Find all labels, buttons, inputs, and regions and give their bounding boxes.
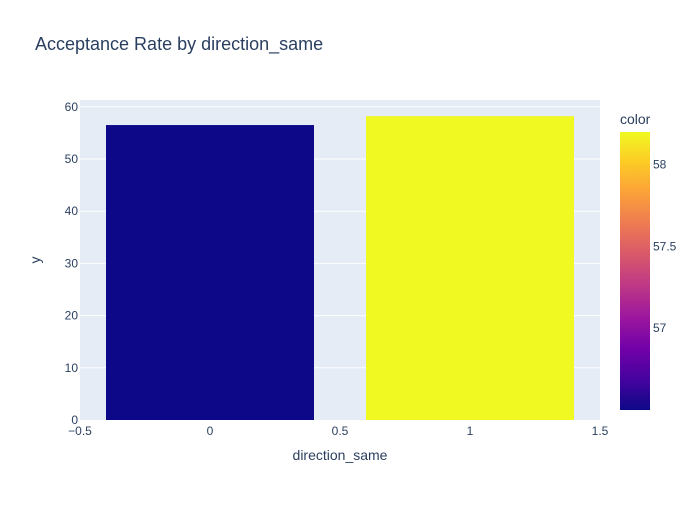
colorbar-tick-label-0: 57 [653, 321, 667, 335]
y-tick-label-5: 50 [65, 152, 79, 166]
colorbar-gradient [620, 132, 650, 410]
x-tick-label-4: 1.5 [592, 424, 609, 438]
y-tick-label-0: 0 [71, 413, 78, 427]
colorbar-tick-label-1: 57.5 [653, 239, 677, 253]
colorbar-tick-label-2: 58 [653, 158, 667, 172]
colorbar-title: color [620, 111, 651, 127]
colorbar: color 57 57.5 58 [620, 111, 677, 410]
x-tick-label-2: 0.5 [332, 424, 349, 438]
y-tick-label-2: 20 [65, 309, 79, 323]
bar-1 [366, 116, 574, 420]
x-axis-ticks: −0.5 0 0.5 1 1.5 [68, 424, 609, 438]
x-tick-label-0: −0.5 [68, 424, 92, 438]
colorbar-ticks: 57 57.5 58 [653, 158, 677, 336]
bars [106, 116, 574, 420]
bar-0 [106, 125, 314, 420]
y-axis-ticks: 0 10 20 30 40 50 60 [65, 100, 79, 427]
x-tick-label-3: 1 [467, 424, 474, 438]
x-axis-label: direction_same [293, 447, 388, 463]
chart-title: Acceptance Rate by direction_same [35, 34, 323, 55]
y-tick-label-3: 30 [65, 256, 79, 270]
y-tick-label-6: 60 [65, 100, 79, 114]
y-tick-label-1: 10 [65, 361, 79, 375]
y-tick-label-4: 40 [65, 204, 79, 218]
y-axis-label: y [27, 257, 43, 264]
x-tick-label-1: 0 [207, 424, 214, 438]
